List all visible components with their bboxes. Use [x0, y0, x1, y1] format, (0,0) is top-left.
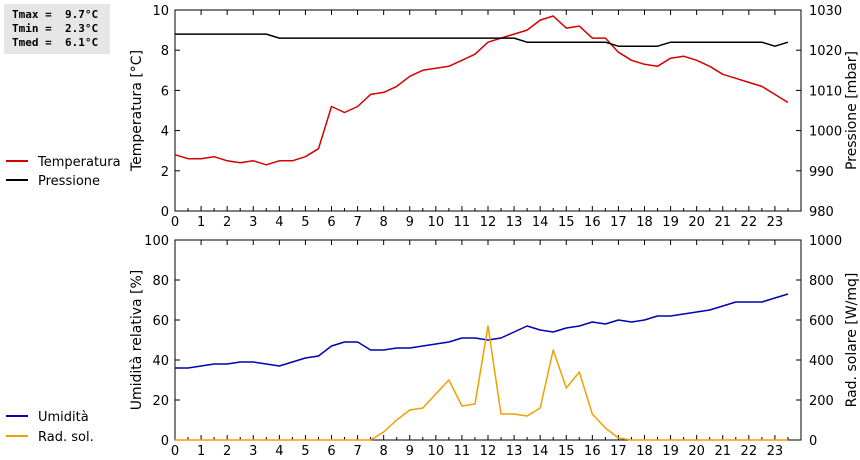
- hum-rad-x-tick-label: 6: [327, 444, 335, 459]
- hum-rad-x-tick-label: 19: [662, 444, 679, 459]
- hum-rad-x-tick-label: 23: [767, 444, 784, 459]
- temp-press-x-tick-label: 8: [380, 215, 388, 230]
- hum-rad-series-line-2: [175, 325, 788, 441]
- hum-rad-x-tick-label: 7: [353, 444, 361, 459]
- temp-press-y-tick-label: 0: [161, 205, 169, 220]
- temp-press-x-tick-label: 9: [406, 215, 414, 230]
- hum-rad-y-axis-label: Umidità relativa [%]: [129, 270, 145, 411]
- hum-rad-x-tick-label: 18: [636, 444, 653, 459]
- tmin-label: Tmin = 2.3°C: [12, 22, 99, 35]
- hum-rad-x-tick-label: 22: [741, 444, 758, 459]
- hum-rad-y2-tick-label: 1000: [809, 234, 842, 249]
- temp-press-legend-label-1: Temperatura: [37, 155, 121, 170]
- hum-rad-y-tick-label: 40: [152, 354, 169, 369]
- hum-rad-legend-label-1: Umidità: [38, 410, 89, 425]
- temp-press-x-tick-label: 21: [714, 215, 731, 230]
- temp-press-x-tick-label: 23: [767, 215, 784, 230]
- hum-rad-y-tick-label: 20: [152, 394, 169, 409]
- hum-rad-x-tick-label: 1: [197, 444, 205, 459]
- temp-press-y2-tick-label: 1010: [809, 84, 842, 99]
- temp-press-y2-tick-label: 980: [809, 205, 834, 220]
- temp-press-x-tick-label: 13: [506, 215, 523, 230]
- hum-rad-y-tick-label: 80: [152, 274, 169, 289]
- temp-press-x-tick-label: 1: [197, 215, 205, 230]
- temp-press-x-tick-label: 3: [249, 215, 257, 230]
- hum-rad-x-tick-label: 4: [275, 444, 283, 459]
- hum-rad-x-tick-label: 5: [301, 444, 309, 459]
- hum-rad-y2-tick-label: 600: [809, 314, 834, 329]
- temp-press-y-tick-label: 6: [161, 84, 169, 99]
- hum-rad-series-line-1: [175, 293, 789, 369]
- temp-press-x-tick-label: 10: [428, 215, 445, 230]
- temp-press-x-tick-label: 14: [532, 215, 549, 230]
- hum-rad-y2-tick-label: 800: [809, 274, 834, 289]
- temp-press-y2-tick-label: 990: [809, 165, 834, 180]
- temp-press-x-tick-label: 22: [741, 215, 758, 230]
- temp-press-x-tick-label: 6: [327, 215, 335, 230]
- hum-rad-x-tick-label: 16: [584, 444, 601, 459]
- temp-press-x-tick-label: 16: [584, 215, 601, 230]
- hum-rad-y2-tick-label: 200: [809, 394, 834, 409]
- temp-press-y-tick-label: 10: [152, 4, 169, 19]
- temp-press-y2-tick-label: 1000: [809, 125, 842, 140]
- stats-box: Tmax = 9.7°C Tmin = 2.3°C Tmed = 6.1°C: [4, 4, 110, 54]
- temp-press-plot-frame: [174, 9, 802, 212]
- hum-rad-legend-label-2: Rad. sol.: [38, 430, 94, 445]
- hum-rad-x-tick-label: 13: [506, 444, 523, 459]
- temp-press-legend-label-2: Pressione: [38, 174, 100, 189]
- temp-press-x-tick-label: 20: [688, 215, 705, 230]
- temp-press-x-tick-label: 19: [662, 215, 679, 230]
- temp-press-x-tick-label: 11: [454, 215, 471, 230]
- temp-press-x-tick-label: 12: [480, 215, 497, 230]
- hum-rad-y-tick-label: 60: [152, 314, 169, 329]
- hum-rad-x-tick-label: 17: [610, 444, 627, 459]
- temp-press-y-axis-label: Temperatura [°C]: [129, 50, 145, 172]
- hum-rad-y2-tick-label: 400: [809, 354, 834, 369]
- hum-rad-x-tick-label: 14: [532, 444, 549, 459]
- temp-press-x-tick-label: 7: [353, 215, 361, 230]
- temp-press-y-tick-label: 4: [161, 125, 169, 140]
- temp-press-x-tick-label: 18: [636, 215, 653, 230]
- temp-press-x-tick-label: 17: [610, 215, 627, 230]
- temp-press-series-line-2: [175, 33, 789, 47]
- hum-rad-x-tick-label: 20: [688, 444, 705, 459]
- temp-press-y2-tick-label: 1030: [809, 4, 842, 19]
- hum-rad-x-tick-label: 15: [558, 444, 575, 459]
- hum-rad-x-tick-label: 12: [480, 444, 497, 459]
- temp-press-y-tick-label: 2: [161, 165, 169, 180]
- hum-rad-y2-axis-label: Rad. solare [W/mq]: [844, 273, 860, 408]
- temp-press-x-tick-label: 5: [301, 215, 309, 230]
- hum-rad-x-tick-label: 11: [454, 444, 471, 459]
- temp-press-y2-axis-label: Pressione [mbar]: [844, 51, 860, 170]
- temp-press-x-tick-label: 0: [171, 215, 179, 230]
- hum-rad-x-tick-label: 9: [406, 444, 414, 459]
- hum-rad-x-tick-label: 2: [223, 444, 231, 459]
- temp-press-y-tick-label: 8: [161, 44, 169, 59]
- hum-rad-y-tick-label: 0: [161, 434, 169, 449]
- hum-rad-y2-tick-label: 0: [809, 434, 817, 449]
- hum-rad-x-tick-label: 0: [171, 444, 179, 459]
- hum-rad-x-tick-label: 21: [714, 444, 731, 459]
- temp-press-x-tick-label: 15: [558, 215, 575, 230]
- chart-humidity-radiation: 0 1 2 3 4 5 6 7 8 9 10 11 12 13 14 15 16 17 18 19 20 21 22 2302…: [6, 234, 860, 459]
- hum-rad-x-tick-label: 10: [428, 444, 445, 459]
- temp-press-x-tick-label: 4: [275, 215, 283, 230]
- temp-press-series-line-1: [174, 15, 789, 166]
- tmax-label: Tmax = 9.7°C: [12, 8, 99, 21]
- chart-temperature-pressure: 0 1 2 3 4 5 6 7 8 9 10 11 12 13 14 15 16 17 18 19 20 21 22 2302…: [6, 4, 860, 230]
- temp-press-y2-tick-label: 1020: [809, 44, 842, 59]
- hum-rad-x-tick-label: 8: [380, 444, 388, 459]
- tmed-label: Tmed = 6.1°C: [12, 36, 99, 49]
- hum-rad-y-tick-label: 100: [144, 234, 169, 249]
- temp-press-x-tick-label: 2: [223, 215, 231, 230]
- hum-rad-x-tick-label: 3: [249, 444, 257, 459]
